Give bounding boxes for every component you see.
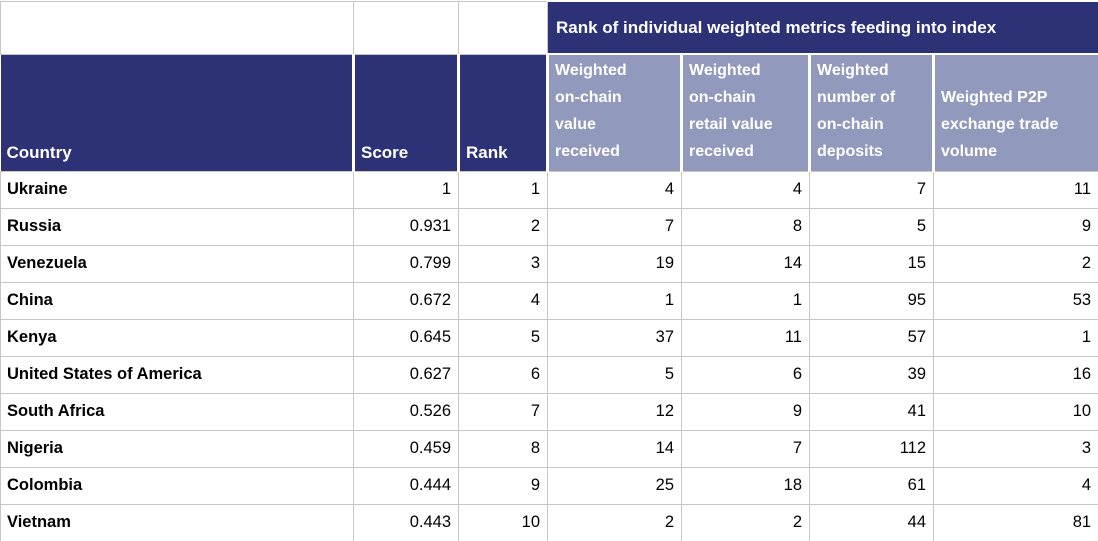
score-cell: 0.931	[353, 207, 459, 246]
metric-retail-value-cell: 9	[681, 392, 810, 431]
score-cell: 0.444	[353, 466, 459, 505]
score-cell: 0.459	[353, 429, 459, 468]
metric-p2p-volume-cell: 2	[932, 244, 1098, 283]
metric-p2p-volume-cell: 53	[932, 281, 1098, 320]
metric-deposits-cell: 95	[809, 281, 934, 320]
metric-retail-value-cell: 7	[681, 429, 810, 468]
metric-retail-value-cell: 4	[681, 170, 810, 209]
score-cell: 0.672	[353, 281, 459, 320]
rank-cell: 3	[458, 244, 548, 283]
metric-onchain-value-cell: 12	[547, 392, 682, 431]
score-cell: 0.645	[353, 318, 459, 357]
table-row: Ukraine 1 1 4 4 7 11	[0, 170, 1098, 209]
rank-cell: 10	[458, 503, 548, 541]
metric-retail-value-cell: 8	[681, 207, 810, 246]
metrics-banner-title: Rank of individual weighted metrics feed…	[546, 0, 1098, 55]
metric-onchain-value-cell: 25	[547, 466, 682, 505]
header-row: Country Score Rank Weighted on-chain val…	[0, 54, 1098, 172]
score-cell: 0.799	[353, 244, 459, 283]
metric-onchain-value-cell: 1	[547, 281, 682, 320]
metric-onchain-value-cell: 37	[547, 318, 682, 357]
blank-cell-country	[0, 0, 354, 55]
metric-deposits-cell: 41	[809, 392, 934, 431]
country-cell: South Africa	[0, 392, 354, 431]
country-cell: Russia	[0, 207, 354, 246]
rank-cell: 2	[458, 207, 548, 246]
score-cell: 0.526	[353, 392, 459, 431]
table-row: Kenya 0.645 5 37 11 57 1	[0, 318, 1098, 357]
table-row: China 0.672 4 1 1 95 53	[0, 281, 1098, 320]
column-header-rank: Rank	[458, 54, 549, 172]
metric-deposits-cell: 112	[809, 429, 934, 468]
metric-retail-value-cell: 1	[681, 281, 810, 320]
metric-retail-value-cell: 2	[681, 503, 810, 541]
table-row: Vietnam 0.443 10 2 2 44 81	[0, 503, 1098, 541]
rank-cell: 4	[458, 281, 548, 320]
metric-p2p-volume-cell: 81	[932, 503, 1098, 541]
metric-onchain-value-cell: 5	[547, 355, 682, 394]
rank-cell: 9	[458, 466, 548, 505]
country-cell: Venezuela	[0, 244, 354, 283]
rank-cell: 8	[458, 429, 548, 468]
table-row: Russia 0.931 2 7 8 5 9	[0, 207, 1098, 246]
country-cell: China	[0, 281, 354, 320]
table-row: United States of America 0.627 6 5 6 39 …	[0, 355, 1098, 394]
country-cell: Vietnam	[0, 503, 354, 541]
country-cell: United States of America	[0, 355, 354, 394]
metric-onchain-value-cell: 2	[547, 503, 682, 541]
country-cell: Kenya	[0, 318, 354, 357]
banner-row: Rank of individual weighted metrics feed…	[0, 0, 1098, 55]
metric-onchain-value-cell: 4	[547, 170, 682, 209]
rank-cell: 5	[458, 318, 548, 357]
country-cell: Ukraine	[0, 170, 354, 209]
metric-p2p-volume-cell: 3	[932, 429, 1098, 468]
metric-onchain-value-cell: 19	[547, 244, 682, 283]
table-row: Venezuela 0.799 3 19 14 15 2	[0, 244, 1098, 283]
column-header-weighted-deposits: Weighted number of on-chain deposits	[809, 54, 935, 172]
table-row: South Africa 0.526 7 12 9 41 10	[0, 392, 1098, 431]
metric-deposits-cell: 44	[809, 503, 934, 541]
metric-onchain-value-cell: 7	[547, 207, 682, 246]
metric-retail-value-cell: 11	[681, 318, 810, 357]
blank-cell-rank	[458, 0, 548, 55]
metric-retail-value-cell: 6	[681, 355, 810, 394]
metric-p2p-volume-cell: 4	[932, 466, 1098, 505]
rank-cell: 6	[458, 355, 548, 394]
metric-deposits-cell: 15	[809, 244, 934, 283]
country-cell: Nigeria	[0, 429, 354, 468]
table-row: Nigeria 0.459 8 14 7 112 3	[0, 429, 1098, 468]
metric-deposits-cell: 5	[809, 207, 934, 246]
column-header-country: Country	[0, 54, 355, 172]
metric-retail-value-cell: 18	[681, 466, 810, 505]
score-cell: 0.627	[353, 355, 459, 394]
rank-cell: 1	[458, 170, 548, 209]
metric-p2p-volume-cell: 10	[932, 392, 1098, 431]
metric-p2p-volume-cell: 16	[932, 355, 1098, 394]
metric-p2p-volume-cell: 1	[932, 318, 1098, 357]
metric-deposits-cell: 39	[809, 355, 934, 394]
column-header-weighted-p2p-volume: Weighted P2P exchange trade volume	[933, 54, 1098, 172]
blank-cell-score	[353, 0, 459, 55]
metric-deposits-cell: 57	[809, 318, 934, 357]
metric-p2p-volume-cell: 11	[932, 170, 1098, 209]
metric-deposits-cell: 7	[809, 170, 934, 209]
table-row: Colombia 0.444 9 25 18 61 4	[0, 466, 1098, 505]
column-header-weighted-onchain-value: Weighted on-chain value received	[547, 54, 683, 172]
rank-cell: 7	[458, 392, 548, 431]
column-header-score: Score	[353, 54, 460, 172]
score-cell: 0.443	[353, 503, 459, 541]
column-header-weighted-retail-value: Weighted on-chain retail value received	[681, 54, 811, 172]
score-cell: 1	[353, 170, 459, 209]
country-cell: Colombia	[0, 466, 354, 505]
metric-p2p-volume-cell: 9	[932, 207, 1098, 246]
metric-retail-value-cell: 14	[681, 244, 810, 283]
metric-deposits-cell: 61	[809, 466, 934, 505]
metric-onchain-value-cell: 14	[547, 429, 682, 468]
